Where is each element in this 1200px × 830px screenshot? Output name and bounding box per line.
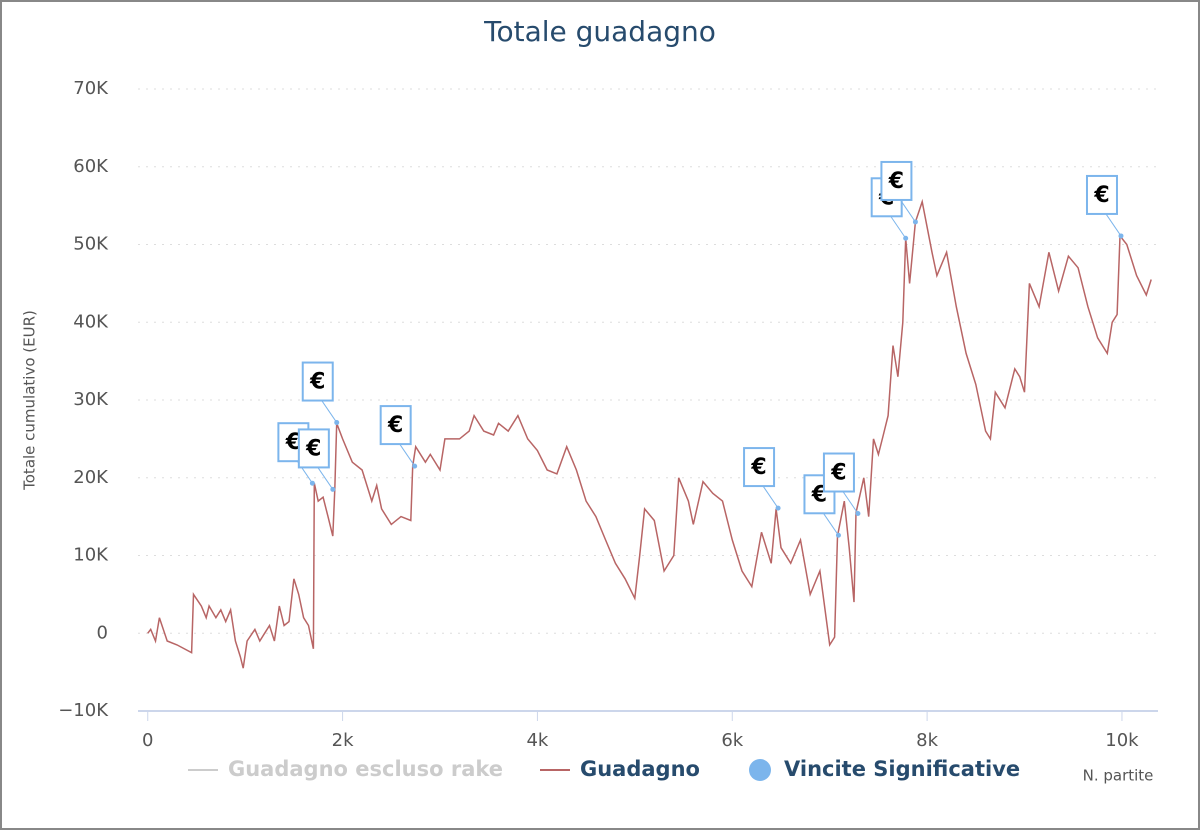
point: [412, 463, 418, 469]
point: [903, 235, 909, 241]
legend-item: Guadagno escluso rake: [188, 757, 503, 781]
y-tick-label: 70K: [73, 78, 109, 99]
flag: €: [1085, 174, 1124, 239]
y-tick-label: −10K: [58, 700, 109, 721]
y-tick-label: 30K: [73, 389, 109, 410]
flag-text: €: [285, 430, 301, 455]
line-series: [147, 198, 1152, 669]
x-tick-label: 6k: [721, 730, 743, 751]
flag-connector: [1105, 213, 1122, 237]
legend-label: Vincite Significative: [784, 757, 1020, 781]
legend-symbol: [749, 759, 771, 781]
x-tick-label: 0: [142, 730, 153, 751]
flag-connector: [823, 513, 839, 536]
point: [330, 486, 336, 492]
flag: €: [297, 428, 336, 492]
flag-connector: [317, 467, 334, 490]
flag-text: €: [888, 169, 904, 194]
point: [334, 420, 340, 426]
legend-item: Vincite Significative: [749, 757, 1020, 781]
flag-connector: [890, 215, 907, 239]
point: [835, 532, 841, 538]
flag-connector: [842, 491, 859, 514]
flag-text: €: [309, 370, 325, 395]
y-tick-label: 10K: [73, 545, 109, 566]
legend-label: Guadagno escluso rake: [228, 757, 503, 781]
point: [1118, 233, 1124, 239]
flag-box: [1085, 174, 1118, 215]
flag-box: [822, 452, 855, 493]
x-tick-label: 10k: [1105, 730, 1139, 751]
flag-text: €: [387, 413, 403, 438]
flag: €: [379, 405, 418, 469]
flag-box: [297, 428, 330, 469]
x-tick-label: 8k: [916, 730, 938, 751]
flag-box: [880, 160, 913, 201]
point: [775, 505, 781, 511]
flag: €: [822, 452, 861, 517]
flag-text: €: [305, 436, 321, 461]
flag-text: €: [750, 455, 766, 480]
flag-connector: [321, 400, 338, 423]
flag: €: [743, 447, 781, 511]
y-axis-label: Totale cumulativo (EUR): [21, 310, 39, 491]
flag-box: [301, 361, 334, 402]
legend-item: Guadagno: [540, 757, 700, 781]
x-tick-label: 4k: [526, 730, 548, 751]
flag-box: [743, 447, 776, 488]
y-tick-label: 40K: [73, 311, 109, 332]
flag-box: [379, 405, 412, 446]
point: [912, 219, 918, 225]
chart-title: Totale guadagno: [483, 15, 716, 48]
flag-connector: [900, 199, 916, 223]
y-tick-label: 20K: [73, 467, 109, 488]
flag: €: [880, 160, 918, 225]
point: [855, 511, 861, 517]
flag-connector: [762, 485, 779, 509]
legend-label: Guadagno: [580, 757, 700, 781]
x-tick-label: 2k: [332, 730, 354, 751]
flag-text: €: [830, 461, 846, 486]
y-tick-label: 60K: [73, 156, 109, 177]
flag-connector: [399, 443, 416, 467]
y-tick-label: 0: [97, 622, 108, 643]
flag-text: €: [1093, 183, 1109, 208]
point: [309, 480, 315, 486]
flag: €: [301, 361, 340, 426]
x-axis-label: N. partite: [1083, 767, 1154, 785]
y-tick-label: 50K: [73, 234, 109, 255]
